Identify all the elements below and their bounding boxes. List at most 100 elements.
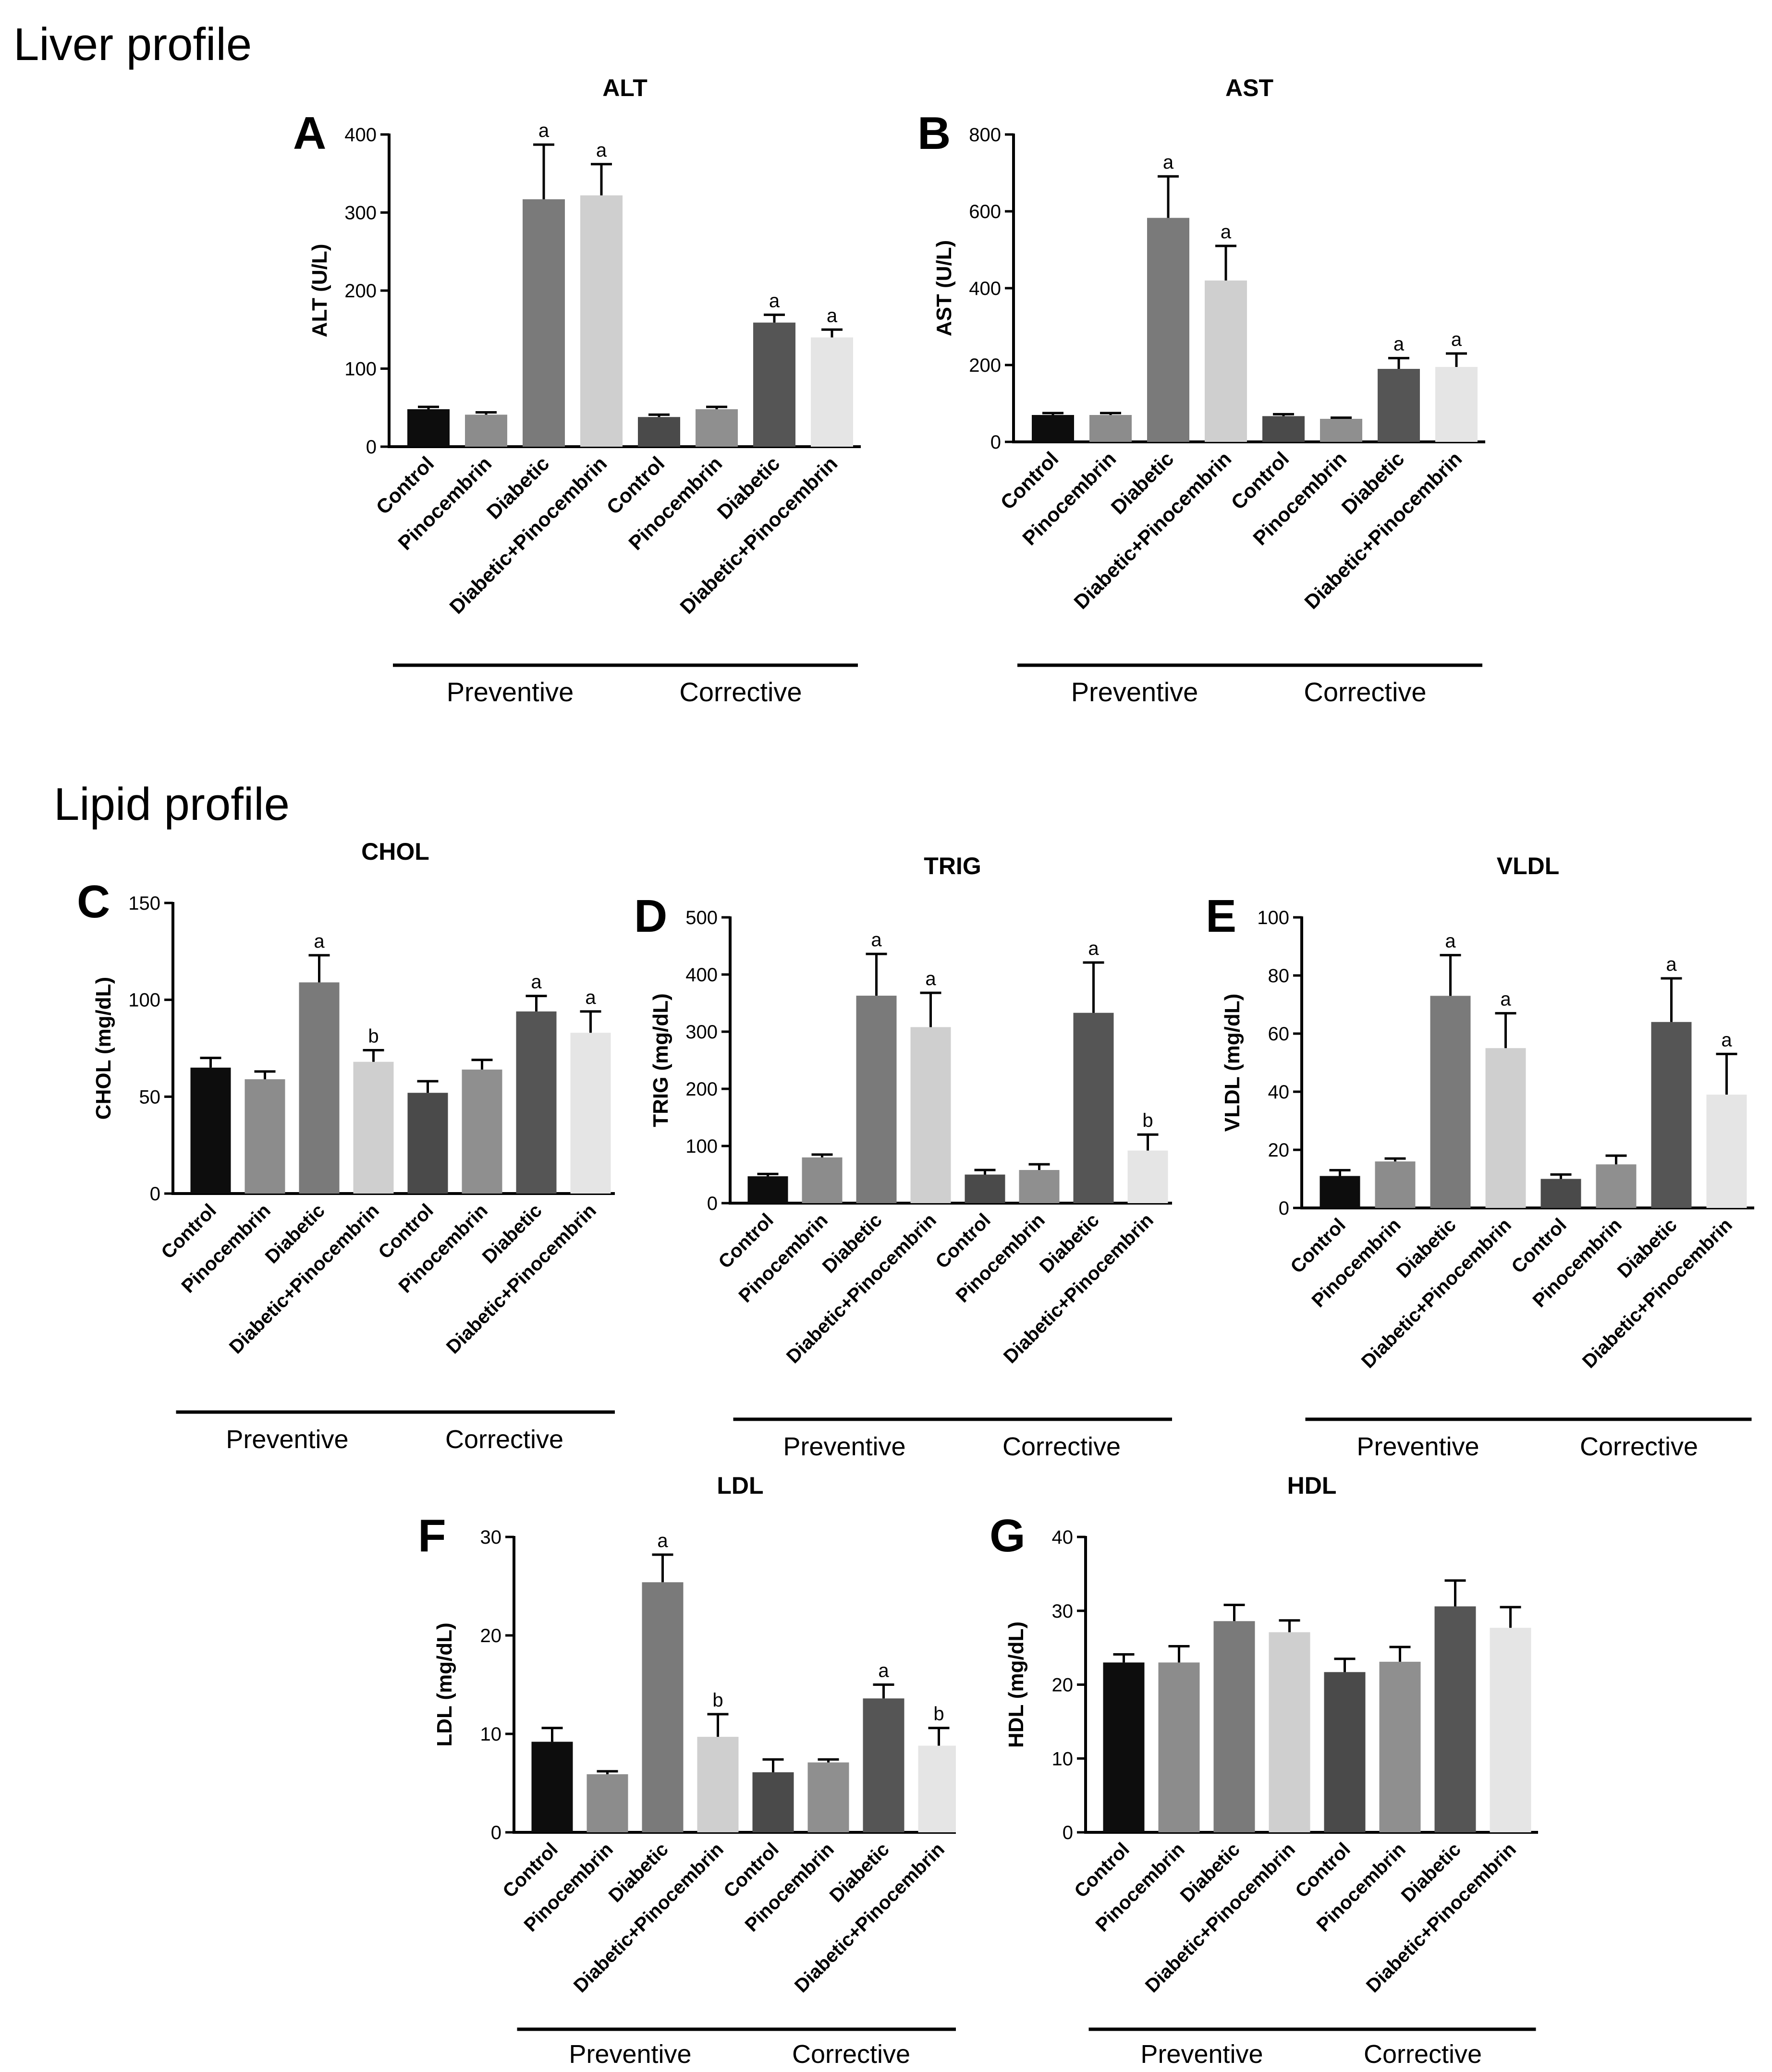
alt-y-tick-label: 200: [344, 280, 377, 302]
ast-bar: [1378, 369, 1420, 442]
vldl-bar: [1651, 1022, 1692, 1208]
alt-bar: [811, 337, 853, 447]
ldl-bar: [918, 1745, 956, 1832]
vldl-bar: [1320, 1176, 1360, 1208]
ast-y-tick-label: 0: [990, 432, 1001, 453]
ast-bar: [1320, 419, 1362, 442]
ast-significance-label: a: [1451, 329, 1462, 350]
vldl-y-axis-label: VLDL (mg/dL): [1221, 994, 1244, 1132]
liver-profile-heading: Liver profile: [13, 19, 252, 70]
hdl-bar: [1103, 1662, 1145, 1832]
ast-y-tick-label: 200: [969, 355, 1001, 376]
alt-bar: [580, 195, 623, 447]
vldl-group-label: Preventive: [1356, 1432, 1479, 1461]
trig-bar: [802, 1157, 843, 1203]
vldl-bar: [1485, 1048, 1526, 1208]
vldl-significance-label: a: [1445, 931, 1456, 952]
ast-y-tick-label: 600: [969, 201, 1001, 222]
hdl-bar: [1324, 1672, 1366, 1832]
trig-bar: [1073, 1012, 1114, 1203]
ldl-significance-label: a: [657, 1530, 668, 1551]
ldl-bar: [863, 1698, 904, 1832]
vldl-significance-label: a: [1500, 989, 1511, 1010]
hdl-bar: [1213, 1621, 1255, 1832]
alt-bar: [638, 417, 680, 447]
ldl-y-axis-label: LDL (mg/dL): [433, 1622, 456, 1746]
trig-panel-letter: D: [634, 890, 667, 942]
trig-bar: [1019, 1170, 1060, 1203]
ldl-y-tick-label: 10: [480, 1724, 502, 1745]
ast-significance-label: a: [1393, 334, 1405, 355]
alt-bar: [753, 322, 795, 447]
chol-significance-label: a: [314, 931, 325, 952]
ast-significance-label: a: [1221, 221, 1232, 243]
ast-panel-letter: B: [917, 108, 951, 159]
hdl-y-tick-label: 10: [1052, 1748, 1074, 1769]
chol-bar: [570, 1033, 611, 1194]
vldl-bar: [1375, 1161, 1416, 1208]
ldl-bar: [642, 1582, 684, 1832]
hdl-bar: [1158, 1662, 1200, 1832]
alt-group-label: Preventive: [447, 677, 574, 707]
alt-y-tick-label: 400: [344, 124, 377, 146]
hdl-y-tick-label: 0: [1063, 1822, 1073, 1843]
trig-significance-label: a: [925, 968, 936, 989]
hdl-bar: [1434, 1606, 1476, 1832]
trig-significance-label: a: [1088, 938, 1099, 959]
alt-significance-label: a: [827, 305, 838, 326]
alt-title: ALT: [602, 74, 647, 101]
ldl-significance-label: b: [933, 1704, 944, 1725]
vldl-y-tick-label: 100: [1257, 907, 1289, 928]
hdl-y-axis-label: HDL (mg/dL): [1004, 1621, 1028, 1748]
ldl-significance-label: b: [712, 1690, 723, 1711]
hdl-group-label: Corrective: [1364, 2040, 1482, 2069]
ast-bar: [1435, 367, 1478, 442]
chol-bar: [244, 1079, 285, 1194]
trig-bar: [910, 1027, 951, 1203]
ast-y-axis-label: AST (U/L): [932, 240, 956, 336]
alt-bar: [407, 409, 450, 447]
chol-bar: [299, 982, 340, 1194]
ldl-bar: [531, 1742, 573, 1832]
trig-bar: [856, 996, 897, 1203]
ast-bar: [1147, 218, 1189, 442]
alt-y-tick-label: 300: [344, 203, 377, 224]
vldl-panel-letter: E: [1206, 890, 1236, 942]
alt-significance-label: a: [538, 120, 550, 141]
chol-y-tick-label: 0: [150, 1183, 160, 1205]
ast-bar: [1089, 415, 1132, 442]
trig-title: TRIG: [924, 853, 981, 879]
vldl-significance-label: a: [1721, 1029, 1732, 1050]
trig-y-tick-label: 300: [685, 1022, 718, 1043]
ldl-panel-letter: F: [418, 1510, 446, 1561]
trig-bar: [747, 1176, 788, 1203]
vldl-bar: [1430, 996, 1471, 1208]
trig-group-label: Corrective: [1002, 1432, 1121, 1461]
alt-group-label: Corrective: [679, 677, 802, 707]
chol-bar: [407, 1093, 448, 1194]
alt-significance-label: a: [596, 140, 607, 161]
chol-y-tick-label: 150: [128, 893, 160, 914]
hdl-bar: [1490, 1628, 1531, 1832]
trig-bar: [1127, 1150, 1168, 1203]
chol-y-tick-label: 100: [128, 990, 160, 1011]
trig-significance-label: b: [1142, 1110, 1153, 1131]
alt-y-axis-label: ALT (U/L): [308, 244, 331, 338]
alt-significance-label: a: [769, 290, 780, 311]
hdl-y-tick-label: 30: [1052, 1601, 1074, 1622]
alt-bar: [696, 409, 738, 447]
trig-y-tick-label: 500: [685, 907, 718, 928]
chol-significance-label: a: [585, 987, 596, 1008]
ast-group-label: Corrective: [1304, 677, 1426, 707]
ldl-bar: [807, 1762, 849, 1832]
hdl-bar: [1269, 1632, 1310, 1832]
ast-group-label: Preventive: [1071, 677, 1198, 707]
ldl-y-tick-label: 20: [480, 1625, 502, 1646]
trig-y-axis-label: TRIG (mg/dL): [649, 993, 672, 1127]
